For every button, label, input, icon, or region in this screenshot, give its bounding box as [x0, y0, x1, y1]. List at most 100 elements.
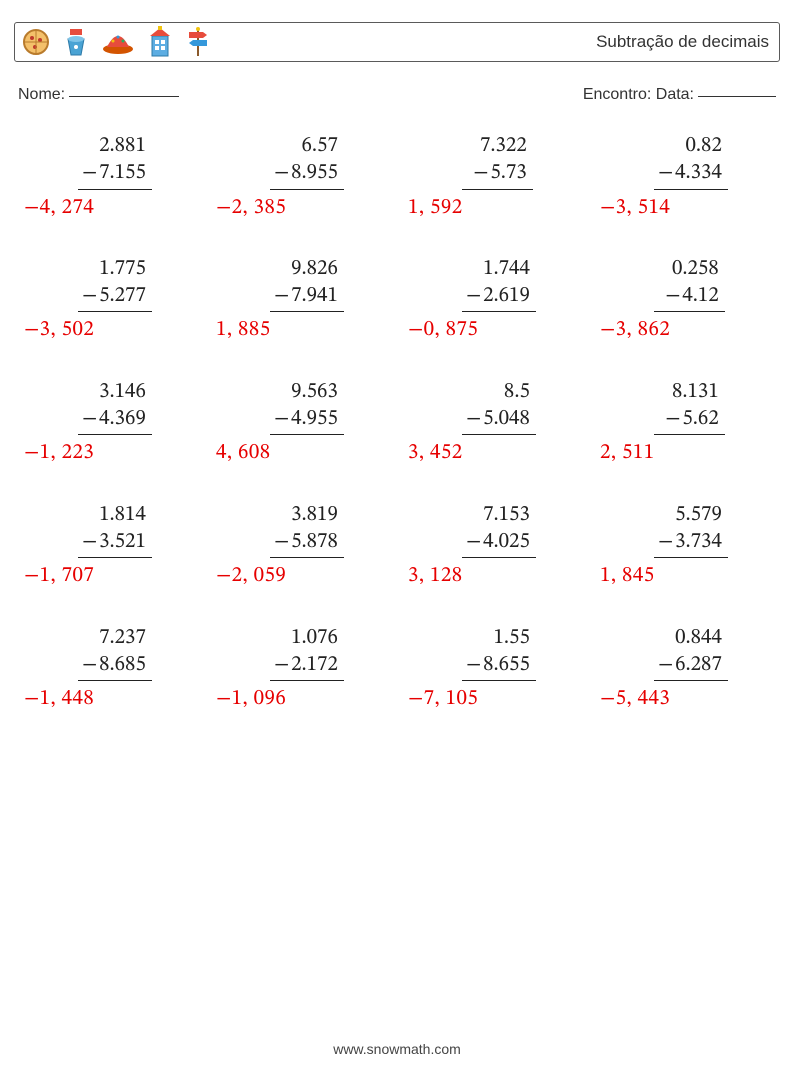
- answer: 3, 452: [408, 439, 584, 466]
- subtrahend-row: −5.048: [462, 405, 536, 435]
- subtrahend: 8.955: [291, 162, 338, 183]
- subtrahend: 4.334: [675, 162, 722, 183]
- minus-sign: −: [274, 654, 289, 675]
- answer: −1, 096: [216, 685, 392, 712]
- number-stack: 0.82−4.334: [654, 132, 728, 190]
- minus-sign: −: [473, 162, 488, 183]
- number-stack: 8.5−5.048: [462, 378, 536, 436]
- problem-cell: 3.819−5.878−2, 059: [210, 501, 392, 590]
- worksheet-title: Subtração de decimais: [596, 32, 769, 52]
- problem-cell: 0.844−6.287 −5, 443: [594, 624, 776, 713]
- subtrahend-row: −4.12: [654, 282, 725, 312]
- problem-cell: 2.881−7.155−4, 274: [18, 132, 200, 221]
- answer: 1, 845: [600, 562, 776, 589]
- subtrahend-row: −7.941: [270, 282, 344, 312]
- number-stack: 3.146−4.369: [78, 378, 152, 436]
- subtrahend: 5.878: [291, 531, 338, 552]
- problem-cell: 9.563−4.9554, 608: [210, 378, 392, 467]
- footer-url: www.snowmath.com: [0, 1041, 794, 1057]
- minus-sign: −: [665, 285, 680, 306]
- answer: −3, 862: [600, 316, 776, 343]
- subtrahend: 5.73: [490, 162, 526, 183]
- problem-cell: 1.775−5.277−3, 502: [18, 255, 200, 344]
- subtrahend-row: −8.655: [462, 651, 536, 681]
- number-stack: 9.826−7.941: [270, 255, 344, 313]
- minuend: 2.881: [78, 132, 152, 159]
- subtrahend-row: −2.172: [270, 651, 344, 681]
- subtrahend-row: −2.619: [462, 282, 536, 312]
- minus-sign: −: [82, 285, 97, 306]
- answer: −2, 385: [216, 194, 392, 221]
- problem-cell: 0.82−4.334 −3, 514: [594, 132, 776, 221]
- subtrahend: 3.734: [675, 531, 722, 552]
- minus-sign: −: [466, 408, 481, 429]
- minus-sign: −: [82, 162, 97, 183]
- date-label: Encontro: Data:: [583, 86, 694, 103]
- subtrahend-row: −4.955: [270, 405, 344, 435]
- subtrahend-row: −4.369: [78, 405, 152, 435]
- minuend: 6.57: [270, 132, 344, 159]
- answer: 1, 592: [408, 194, 584, 221]
- subtrahend-row: −5.878: [270, 528, 344, 558]
- problems-grid: 2.881−7.155−4, 2746.57−8.955−2, 3857.322…: [18, 132, 776, 712]
- minuend: 0.258: [654, 255, 725, 282]
- minuend: 1.076: [270, 624, 344, 651]
- subtrahend: 4.955: [291, 408, 338, 429]
- problem-cell: 7.322−5.731, 592: [402, 132, 584, 221]
- problem-cell: 6.57 −8.955 −2, 385: [210, 132, 392, 221]
- name-label: Nome:: [18, 86, 65, 103]
- minus-sign: −: [274, 531, 289, 552]
- subtrahend-row: −6.287: [654, 651, 728, 681]
- minuend: 8.131: [654, 378, 725, 405]
- answer: 1, 885: [216, 316, 392, 343]
- number-stack: 5.579−3.734: [654, 501, 728, 559]
- answer: −2, 059: [216, 562, 392, 589]
- problem-cell: 8.5−5.048 3, 452: [402, 378, 584, 467]
- subtrahend: 4.12: [682, 285, 718, 306]
- minuend: 1.814: [78, 501, 152, 528]
- minuend: 7.153: [462, 501, 536, 528]
- number-stack: 8.131−5.62: [654, 378, 725, 436]
- subtrahend: 4.369: [99, 408, 146, 429]
- minus-sign: −: [466, 654, 481, 675]
- minuend: 9.563: [270, 378, 344, 405]
- building-icon: [147, 26, 173, 58]
- subtrahend-row: −3.734: [654, 528, 728, 558]
- problem-cell: 9.826−7.941 1, 885: [210, 255, 392, 344]
- bucket-icon: [63, 27, 89, 57]
- subtrahend-row: −8.685: [78, 651, 152, 681]
- number-stack: 1.55−8.655: [462, 624, 536, 682]
- number-stack: 0.844−6.287: [654, 624, 728, 682]
- subtrahend: 5.277: [99, 285, 146, 306]
- answer: −7, 105: [408, 685, 584, 712]
- minuend: 1.744: [462, 255, 536, 282]
- answer: 3, 128: [408, 562, 584, 589]
- subtrahend: 3.521: [99, 531, 146, 552]
- problem-cell: 7.237−8.685−1, 448: [18, 624, 200, 713]
- minus-sign: −: [658, 162, 673, 183]
- minuend: 3.819: [270, 501, 344, 528]
- answer: −0, 875: [408, 316, 584, 343]
- subtrahend: 8.685: [99, 654, 146, 675]
- minus-sign: −: [274, 162, 289, 183]
- problem-cell: 1.744−2.619 −0, 875: [402, 255, 584, 344]
- subtrahend: 7.941: [291, 285, 338, 306]
- problem-cell: 3.146−4.369−1, 223: [18, 378, 200, 467]
- problem-cell: 1.55−8.655 −7, 105: [402, 624, 584, 713]
- minus-sign: −: [274, 408, 289, 429]
- minus-sign: −: [665, 408, 680, 429]
- number-stack: 9.563−4.955: [270, 378, 344, 436]
- minus-sign: −: [466, 285, 481, 306]
- answer: −3, 514: [600, 194, 776, 221]
- pizza-icon: [21, 27, 51, 57]
- subtrahend: 8.655: [483, 654, 530, 675]
- date-blank: [698, 96, 776, 97]
- subtrahend-row: −4.025: [462, 528, 536, 558]
- answer: −4, 274: [24, 194, 200, 221]
- answer: −3, 502: [24, 316, 200, 343]
- answer: −5, 443: [600, 685, 776, 712]
- header-icons: [21, 26, 211, 58]
- number-stack: 1.814−3.521: [78, 501, 152, 559]
- minus-sign: −: [466, 531, 481, 552]
- answer: 2, 511: [600, 439, 776, 466]
